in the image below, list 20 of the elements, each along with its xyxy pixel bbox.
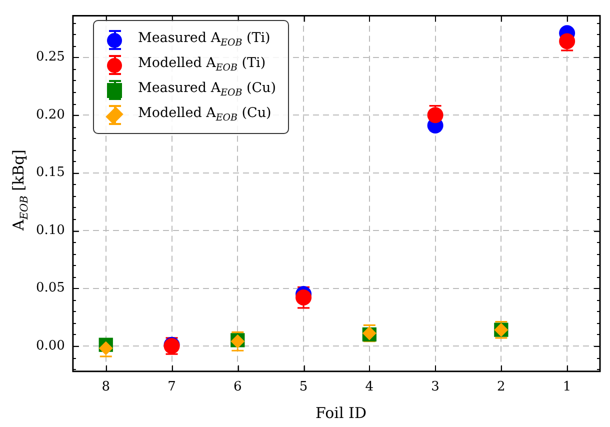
x-tick-label: 5 (299, 380, 308, 395)
x-tick-label: 8 (102, 380, 110, 395)
y-tick-label: 0.20 (36, 107, 65, 122)
y-tick-label: 0.00 (36, 338, 65, 354)
x-tick-label: 2 (497, 380, 506, 395)
y-tick-label: 0.05 (36, 280, 65, 296)
legend-label: Measured A$_{EOB}$ (Ti) (138, 30, 270, 49)
x-tick-label: 7 (168, 380, 176, 395)
y-tick-label: 0.10 (36, 222, 65, 238)
x-axis-title: Foil ID (316, 404, 366, 422)
legend-label: Modelled A$_{EOB}$ (Ti) (138, 55, 266, 74)
x-tick-label: 3 (431, 380, 440, 395)
x-tick-label: 1 (562, 380, 572, 395)
point (296, 290, 312, 306)
y-tick-label: 0.25 (36, 50, 65, 65)
legend-label: Measured A$_{EOB}$ (Cu) (138, 80, 276, 99)
y-tick-label: 0.15 (36, 165, 65, 180)
x-tick-label: 6 (234, 380, 242, 395)
legend-label: Modelled A$_{EOB}$ (Cu) (138, 105, 272, 124)
x-tick-label: 4 (365, 380, 374, 395)
